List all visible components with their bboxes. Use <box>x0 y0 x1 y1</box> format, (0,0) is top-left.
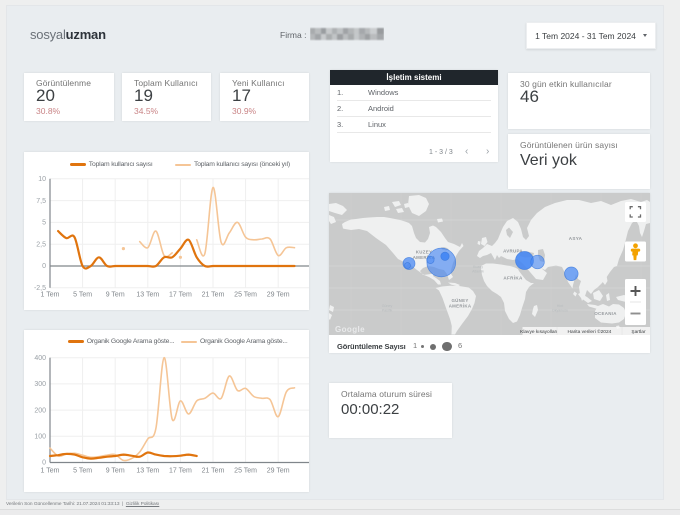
svg-text:200: 200 <box>34 407 46 414</box>
svg-text:100: 100 <box>34 434 46 441</box>
svg-text:5: 5 <box>42 220 46 227</box>
svg-text:17 Tem: 17 Tem <box>169 292 192 299</box>
svg-text:400: 400 <box>34 355 46 362</box>
svg-text:Pasifik: Pasifik <box>382 309 393 313</box>
svg-text:Güney: Güney <box>382 304 393 308</box>
svg-text:25 Tem: 25 Tem <box>234 468 257 475</box>
svg-text:300: 300 <box>34 381 46 388</box>
svg-text:5 Tem: 5 Tem <box>73 292 92 299</box>
svg-text:ASYA: ASYA <box>569 236 583 241</box>
svg-text:Klavye kısayolları: Klavye kısayolları <box>520 329 557 335</box>
svg-text:21 Tem: 21 Tem <box>202 468 225 475</box>
svg-text:AMERİKA: AMERİKA <box>449 304 472 309</box>
svg-text:9 Tem: 9 Tem <box>106 292 125 299</box>
svg-text:1 Tem: 1 Tem <box>41 468 60 475</box>
svg-text:Kuzey: Kuzey <box>473 265 483 269</box>
svg-text:7,5: 7,5 <box>36 198 46 205</box>
svg-text:GÜNEY: GÜNEY <box>451 298 468 303</box>
svg-text:29 Tem: 29 Tem <box>267 292 290 299</box>
svg-text:25 Tem: 25 Tem <box>234 292 257 299</box>
svg-text:5 Tem: 5 Tem <box>73 468 92 475</box>
svg-text:AVRUPA: AVRUPA <box>503 249 523 254</box>
svg-text:10: 10 <box>38 176 46 183</box>
svg-text:OCEANIA: OCEANIA <box>594 311 617 316</box>
svg-text:KUZEY: KUZEY <box>416 250 432 255</box>
svg-text:Okyanusu: Okyanusu <box>552 309 568 313</box>
svg-text:29 Tem: 29 Tem <box>267 468 290 475</box>
svg-text:2,5: 2,5 <box>36 241 46 248</box>
svg-text:13 Tem: 13 Tem <box>136 468 159 475</box>
svg-text:AMERİKA: AMERİKA <box>413 255 436 260</box>
svg-text:Harita verileri ©2024: Harita verileri ©2024 <box>568 328 612 335</box>
svg-text:13 Tem: 13 Tem <box>136 292 159 299</box>
svg-text:Google: Google <box>335 325 365 334</box>
svg-text:0: 0 <box>42 263 46 270</box>
svg-text:Atlantik: Atlantik <box>472 270 484 274</box>
svg-text:Şartlar: Şartlar <box>631 329 646 335</box>
svg-text:0: 0 <box>42 460 46 467</box>
svg-text:9 Tem: 9 Tem <box>106 468 125 475</box>
svg-text:-2,5: -2,5 <box>34 285 46 292</box>
svg-text:1 Tem: 1 Tem <box>41 292 60 299</box>
svg-text:AFRİKA: AFRİKA <box>503 275 523 281</box>
svg-text:17 Tem: 17 Tem <box>169 468 192 475</box>
svg-text:Hint: Hint <box>557 304 563 308</box>
svg-text:21 Tem: 21 Tem <box>202 292 225 299</box>
